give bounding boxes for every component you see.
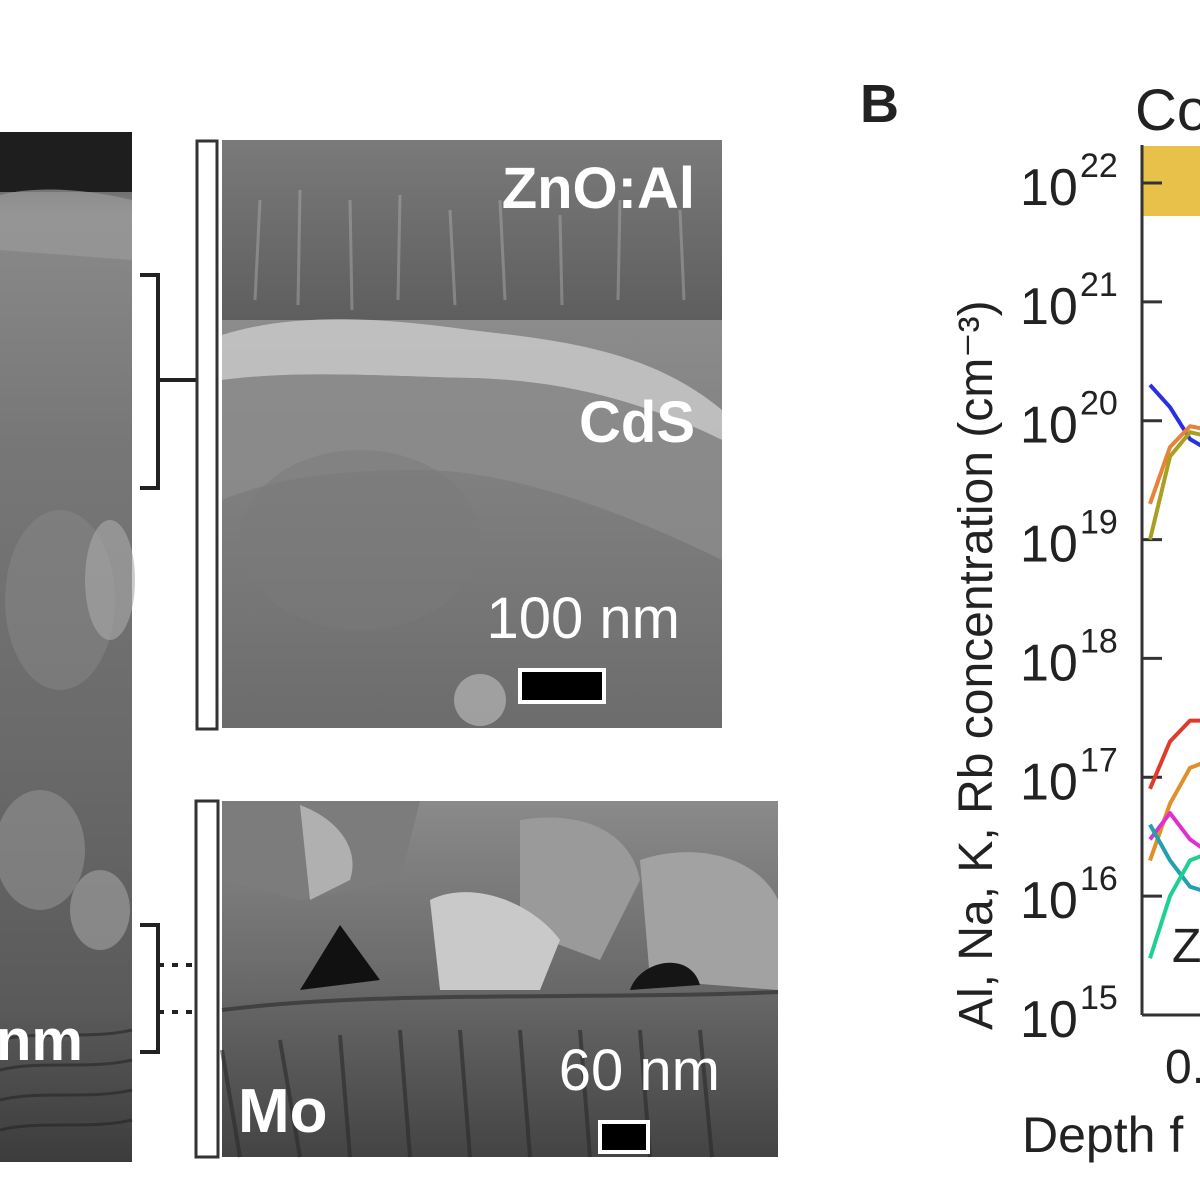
series-line [1148, 854, 1200, 959]
y-axis-label: Al, Na, K, Rb concentration (cm⁻³) [950, 300, 1003, 1030]
layer-label-zno: ZnO:Al [502, 156, 695, 221]
y-tick-label-base: 10 [1020, 397, 1078, 455]
sem-inset-bottom: Mo 60 nm [220, 801, 779, 1158]
scale-bar-100nm [518, 668, 606, 704]
layer-label-cds: CdS [579, 390, 695, 455]
x-tick-label: 0. [1165, 1041, 1200, 1094]
y-tick-label-base: 10 [1020, 991, 1078, 1049]
top-inset-scale-bar [195, 139, 219, 731]
y-tick-label-base: 10 [1020, 278, 1078, 336]
series-line [1148, 383, 1200, 448]
panel-b: B Co Al, Na, K, Rb concentration (cm⁻³) … [860, 74, 1200, 1163]
layer-band [1142, 146, 1200, 216]
y-tick-label-exponent: 22 [1080, 147, 1118, 185]
y-tick-label-exponent: 15 [1080, 979, 1118, 1017]
overview-scale-label: nm [0, 1008, 83, 1073]
y-tick-label-exponent: 21 [1080, 266, 1118, 304]
inset-brackets [140, 273, 196, 1054]
series-line [1148, 718, 1200, 790]
panel-letter-b: B [860, 74, 899, 134]
series-line [1148, 823, 1200, 892]
layer-label-partial: Z [1172, 920, 1200, 973]
y-tick-label-base: 10 [1020, 516, 1078, 574]
y-tick-label-base: 10 [1020, 872, 1078, 930]
y-tick-label-exponent: 17 [1080, 741, 1118, 779]
layer-label-mo: Mo [238, 1077, 328, 1146]
y-tick-label-base: 10 [1020, 159, 1078, 217]
series-lines [1148, 383, 1200, 959]
x-axis-label: Depth f [1022, 1107, 1183, 1163]
scale-bar-60nm [598, 1120, 650, 1154]
series-line [1148, 424, 1200, 505]
scale-label-100nm: 100 nm [487, 586, 680, 651]
y-tick-label-base: 10 [1020, 634, 1078, 692]
bottom-inset-scale-bar [194, 799, 220, 1159]
y-tick-label-exponent: 16 [1080, 860, 1118, 898]
scale-label-60nm: 60 nm [559, 1038, 720, 1103]
y-tick-label-base: 10 [1020, 753, 1078, 811]
series-line [1148, 811, 1200, 849]
panel-b-title-partial: Co [1135, 78, 1200, 143]
sem-overview-image: nm [0, 132, 135, 1162]
y-tick-label-exponent: 20 [1080, 385, 1118, 423]
y-tick-label-exponent: 18 [1080, 622, 1118, 660]
y-tick-label-exponent: 19 [1080, 504, 1118, 542]
sem-inset-top: ZnO:Al CdS 100 nm [222, 140, 722, 728]
series-line [1148, 430, 1200, 541]
